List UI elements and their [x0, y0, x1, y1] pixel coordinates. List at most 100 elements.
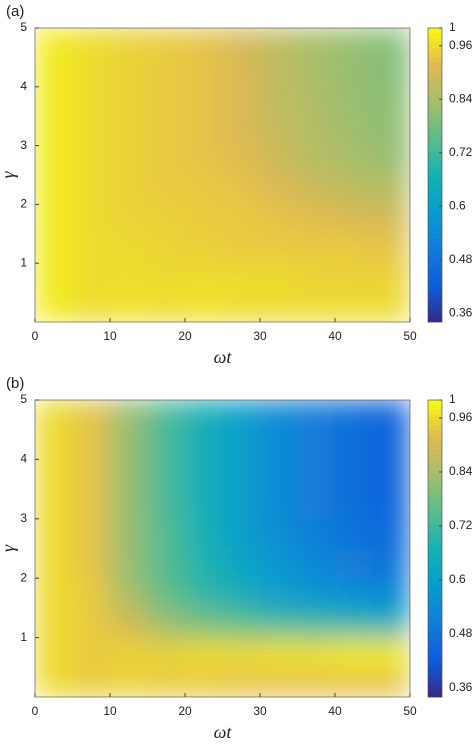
heatmap-cell	[72, 637, 111, 668]
heatmap-cell	[222, 637, 261, 668]
heatmap-cell	[109, 666, 148, 697]
colorbar-segment	[428, 106, 442, 112]
colorbar-segment	[428, 399, 442, 406]
heatmap-cell	[222, 518, 261, 549]
colorbar-segment	[428, 111, 442, 117]
heatmap-cell	[372, 115, 410, 147]
heatmap-cell	[259, 145, 298, 176]
colorbar-segment	[428, 81, 442, 88]
heatmap-cell	[372, 637, 410, 668]
heatmap-cell	[184, 56, 223, 88]
heatmap-cell	[259, 292, 298, 322]
heatmap-cell	[334, 233, 373, 264]
colorbar-segment	[428, 199, 442, 205]
heatmap-cell	[184, 292, 223, 322]
heatmap-cell	[35, 666, 73, 697]
colorbar-segment	[428, 169, 442, 176]
colorbar-segment	[428, 419, 442, 426]
heatmap-cell	[222, 56, 261, 88]
heatmap-cell	[259, 203, 298, 235]
colorbar-segment	[428, 488, 442, 495]
heatmap-cell	[109, 86, 148, 117]
colorbar-segment	[428, 130, 442, 137]
heatmap-cells	[35, 28, 410, 322]
y-axis-label: γ	[0, 544, 18, 552]
colorbar-segment	[428, 76, 442, 83]
y-tick-label: 2	[20, 197, 27, 211]
y-tick-label: 3	[20, 511, 27, 525]
heatmap-cell	[334, 666, 373, 697]
colorbar-segment	[428, 652, 442, 658]
colorbar-segment	[428, 612, 442, 619]
heatmap-cell	[259, 429, 298, 460]
heatmap-cell	[147, 233, 186, 264]
colorbar-segment	[428, 47, 442, 53]
heatmap-cell	[297, 666, 336, 697]
heatmap-cell	[297, 28, 336, 58]
heatmap-cell	[334, 518, 373, 549]
colorbar-tick-label: 0.84	[449, 91, 473, 105]
heatmap-cell	[372, 292, 410, 322]
heatmap-cell	[222, 666, 261, 697]
heatmap-cell	[259, 400, 298, 431]
colorbar-segment	[428, 174, 442, 181]
colorbar-segment	[428, 469, 442, 475]
heatmap-cell	[297, 292, 336, 322]
heatmap-cell	[109, 233, 148, 264]
heatmap-cell	[297, 607, 336, 639]
heatmap-cell	[72, 458, 111, 490]
heatmap-cell	[35, 400, 73, 431]
heatmap-cell	[147, 86, 186, 117]
heatmap-cell	[147, 458, 186, 490]
heatmap-cell	[109, 577, 148, 609]
heatmap-cell	[147, 262, 186, 294]
colorbar-segment	[428, 164, 442, 171]
colorbar-tick-label: 1	[449, 20, 456, 34]
heatmap-cell	[35, 145, 73, 176]
colorbar-tick-label: 0.48	[449, 626, 473, 640]
y-tick-label: 1	[20, 630, 27, 644]
colorbar-frame	[427, 399, 443, 698]
colorbar-tick-label: 1	[449, 392, 456, 406]
colorbar-segment	[428, 523, 442, 529]
heatmap-area	[35, 400, 410, 697]
heatmap-cell	[72, 145, 111, 176]
colorbar-segment	[428, 277, 442, 284]
plot-frame	[34, 399, 411, 698]
colorbar-segment	[428, 543, 442, 549]
plot-frame	[34, 27, 411, 323]
colorbar-segment	[428, 32, 442, 39]
heatmap-cell	[109, 174, 148, 205]
heatmap-cell	[297, 56, 336, 88]
heatmap-cell	[35, 488, 73, 520]
heatmap-cell	[147, 28, 186, 58]
colorbar-segment	[428, 568, 442, 574]
heatmap-cell	[109, 400, 148, 431]
colorbar-segment	[428, 434, 442, 440]
colorbar-segment	[428, 101, 442, 107]
colorbar-tick-label: 0.6	[449, 572, 466, 586]
heatmap-cell	[147, 666, 186, 697]
heatmap-cell	[372, 607, 410, 639]
heatmap-cell	[35, 637, 73, 668]
colorbar-segment	[428, 602, 442, 609]
heatmap-cell	[147, 577, 186, 609]
heatmap-cell	[35, 115, 73, 147]
panel-label: (a)	[6, 3, 24, 20]
heatmap-cell	[72, 577, 111, 609]
heatmap-cell	[184, 488, 223, 520]
heatmap-cell	[35, 548, 73, 579]
colorbar-segment	[428, 267, 442, 274]
colorbar-segment	[428, 238, 442, 244]
heatmap-cell	[334, 292, 373, 322]
colorbar-segment	[428, 671, 442, 678]
heatmap-cell	[72, 400, 111, 431]
heatmap-cell	[372, 518, 410, 549]
heatmap-cell	[72, 28, 111, 58]
heatmap-cell	[72, 86, 111, 117]
heatmap-cell	[259, 518, 298, 549]
colorbar-segment	[428, 637, 442, 643]
heatmap-cell	[72, 115, 111, 147]
heatmap-cell	[334, 488, 373, 520]
heatmap-cell	[297, 637, 336, 668]
